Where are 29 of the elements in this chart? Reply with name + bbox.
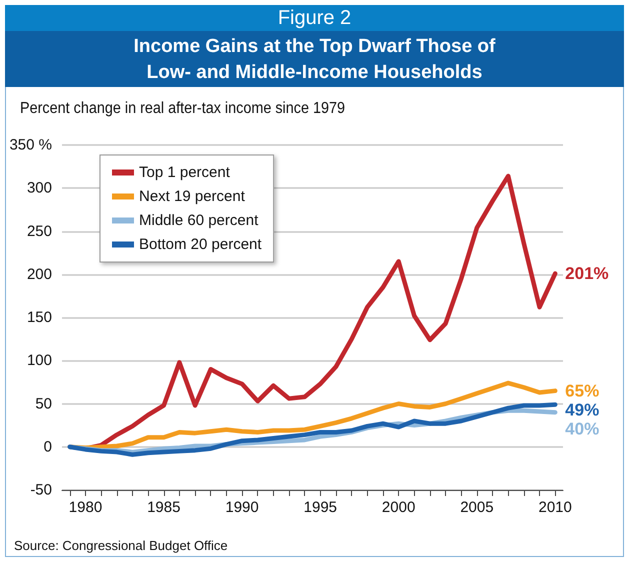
legend-label: Next 19 percent (139, 188, 246, 205)
y-tick-label: 300 (26, 180, 52, 197)
chart-title: Income Gains at the Top Dwarf Those of Low- and Middle-Income Households (5, 31, 624, 87)
y-tick-label: 150 (26, 309, 52, 326)
y-tick-label: 250 (26, 222, 52, 240)
data-label: 201% (565, 264, 609, 284)
x-tick-label: 1995 (304, 499, 338, 516)
y-tick-label: 100 (26, 352, 52, 370)
data-label: 49% (565, 400, 600, 420)
legend-label: Top 1 percent (139, 164, 231, 181)
y-tick-label: 0 (44, 438, 52, 456)
legend-label: Bottom 20 percent (139, 236, 262, 253)
x-tick-label: 1980 (68, 499, 102, 516)
legend-label: Middle 60 percent (139, 212, 260, 229)
caption: Figure 2 (5, 5, 624, 31)
x-tick-label: 2000 (382, 499, 416, 516)
y-tick-label: 350 % (9, 136, 52, 154)
data-label: 40% (565, 419, 600, 438)
y-axis-title: Percent change in real after-tax income since 1979 (20, 100, 345, 118)
x-tick-label: 2010 (538, 499, 572, 516)
x-tick-label: 2005 (460, 499, 494, 516)
line-series (68, 402, 558, 457)
y-tick-label: -50 (30, 482, 52, 498)
source-note: Source: Congressional Budget Office (14, 538, 228, 553)
x-tick-label: 1990 (225, 499, 259, 516)
y-tick-label: 200 (26, 266, 52, 283)
data-label: 65% (565, 381, 600, 400)
y-tick-label: 50 (35, 395, 52, 412)
x-tick-label: 1985 (147, 499, 180, 516)
